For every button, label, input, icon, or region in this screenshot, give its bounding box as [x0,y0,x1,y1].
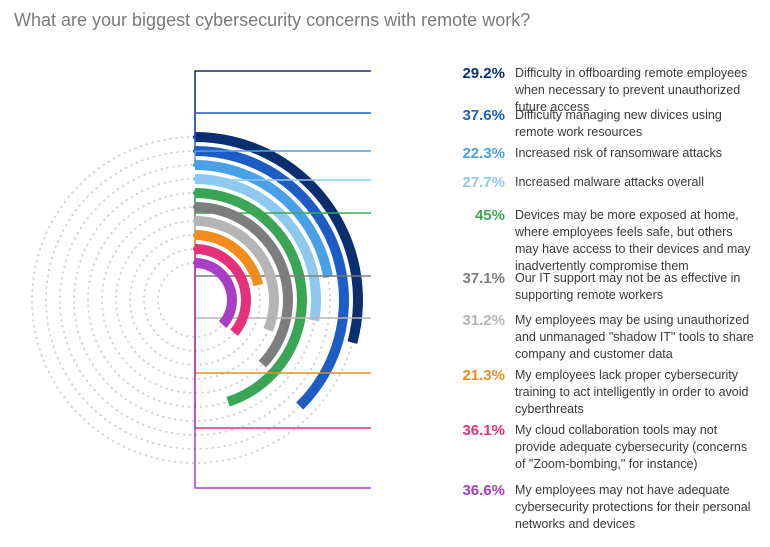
leader-line [195,113,371,151]
leader-dot [193,219,197,223]
leader-dot [193,177,197,181]
series-label: Increased malware attacks overall [515,172,755,191]
legend-row: 31.2%My employees may be using unauthori… [445,310,755,363]
legend-row: 22.3%Increased risk of ransomware attack… [445,143,755,162]
legend-row: 36.6%My employees may not have adequate … [445,480,755,533]
percent-value: 37.6% [445,105,515,124]
leader-dot [193,205,197,209]
percent-value: 36.6% [445,480,515,499]
percent-value: 22.3% [445,143,515,162]
percent-value: 29.2% [445,63,515,82]
series-label: Devices may be more exposed at home, whe… [515,205,755,275]
series-label: Increased risk of ransomware attacks [515,143,755,162]
series-label: Difficulty managing new divices using re… [515,105,755,141]
leader-dot [193,191,197,195]
series-label: Our IT support may not be as effective i… [515,268,755,304]
percent-value: 31.2% [445,310,515,329]
percent-value: 45% [445,205,515,224]
leader-dot [193,261,197,265]
percent-value: 37.1% [445,268,515,287]
legend-row: 37.1%Our IT support may not be as effect… [445,268,755,304]
percent-value: 21.3% [445,365,515,384]
series-label: My employees lack proper cybersecurity t… [515,365,755,418]
percent-value: 36.1% [445,420,515,439]
leader-dot [193,247,197,251]
leader-dot [193,233,197,237]
percent-value: 27.7% [445,172,515,191]
legend-row: 21.3%My employees lack proper cybersecur… [445,365,755,418]
legend-row: 37.6%Difficulty managing new divices usi… [445,105,755,141]
legend-row: 45%Devices may be more exposed at home, … [445,205,755,275]
legend-row: 36.1%My cloud collaboration tools may no… [445,420,755,473]
series-label: My employees may not have adequate cyber… [515,480,755,533]
legend-row: 27.7%Increased malware attacks overall [445,172,755,191]
series-label: My cloud collaboration tools may not pro… [515,420,755,473]
leader-dot [193,163,197,167]
leader-line [195,71,371,137]
chart-title: What are your biggest cybersecurity conc… [14,10,530,31]
series-label: My employees may be using unauthorized a… [515,310,755,363]
